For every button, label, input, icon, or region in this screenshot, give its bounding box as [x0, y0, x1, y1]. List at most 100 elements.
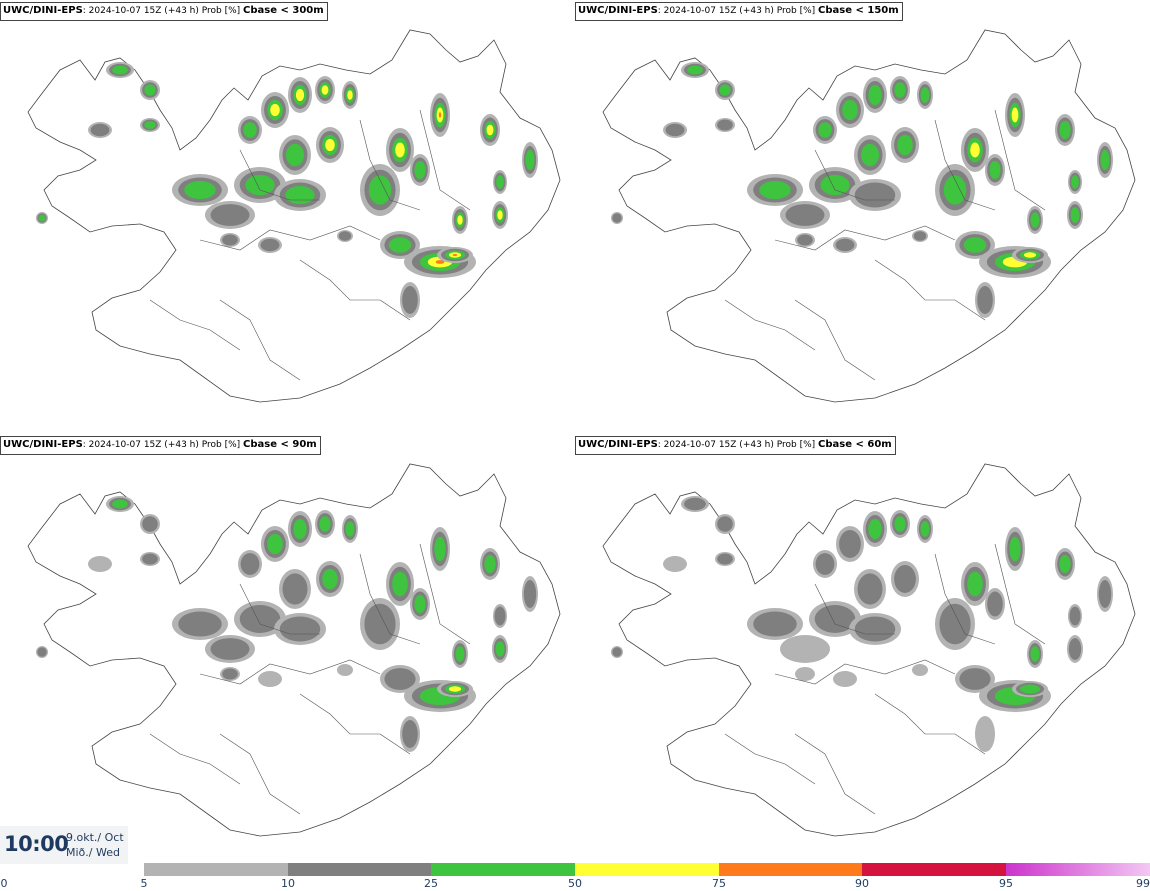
colorbar-tick-label: 90	[855, 877, 869, 890]
probability-contour	[438, 112, 442, 118]
probability-contour	[785, 204, 825, 226]
probability-contour	[1070, 207, 1080, 223]
colorbar-tick-label: 95	[999, 877, 1013, 890]
border-line	[724, 733, 816, 785]
probability-contour	[861, 143, 879, 167]
probability-contour	[258, 671, 282, 687]
border-line	[149, 299, 241, 351]
probability-contour	[484, 555, 496, 573]
probability-contour	[894, 82, 906, 98]
probability-contour	[384, 668, 416, 690]
probability-contour	[943, 175, 967, 205]
colorbar-segment	[575, 863, 719, 876]
probability-contour	[663, 556, 687, 572]
probability-contour	[435, 260, 445, 264]
coastline	[602, 463, 1136, 837]
panel-title: UWC/DINI-EPS: 2024-10-07 15Z (+43 h) Pro…	[0, 2, 328, 21]
probability-contour	[684, 497, 706, 511]
panel-title: UWC/DINI-EPS: 2024-10-07 15Z (+43 h) Pro…	[575, 436, 896, 455]
threshold-label: Cbase < 300m	[243, 5, 324, 16]
probability-contour	[457, 215, 463, 225]
panel-title: UWC/DINI-EPS: 2024-10-07 15Z (+43 h) Pro…	[575, 2, 903, 21]
probability-contour	[967, 571, 983, 597]
probability-contour	[270, 103, 280, 117]
probability-contour	[455, 646, 465, 662]
probability-contour	[347, 90, 353, 100]
probability-contour	[868, 84, 882, 106]
probability-contour	[90, 123, 110, 137]
model-name: UWC/DINI-EPS	[3, 5, 83, 16]
probability-contour	[612, 647, 622, 657]
probability-contour	[414, 161, 426, 179]
threshold-label: Cbase < 60m	[818, 439, 892, 450]
probability-contour	[977, 286, 993, 314]
map-panel-150m: UWC/DINI-EPS: 2024-10-07 15Z (+43 h) Pro…	[575, 0, 1150, 437]
probability-contour	[1059, 555, 1071, 573]
threshold-label: Cbase < 150m	[818, 5, 899, 16]
colorbar-segment	[144, 863, 288, 876]
probability-contour	[402, 720, 418, 748]
model-name: UWC/DINI-EPS	[578, 5, 658, 16]
valid-weekday: Mið./ Wed	[66, 846, 120, 859]
probability-contour	[818, 122, 832, 138]
probability-contour	[1100, 149, 1110, 171]
probability-contour	[497, 210, 503, 220]
probability-contour	[279, 616, 321, 642]
probability-contour	[1019, 684, 1041, 694]
probability-contour	[142, 516, 158, 532]
probability-contour	[368, 175, 392, 205]
valid-time-box: 10:00 9.okt./ Oct Mið./ Wed	[0, 826, 128, 864]
colorbar-tick-label: 50	[568, 877, 582, 890]
probability-contour	[814, 605, 856, 633]
map-panel-90m: UWC/DINI-EPS: 2024-10-07 15Z (+43 h) Pro…	[0, 434, 575, 871]
probability-contour	[321, 85, 329, 95]
probability-contour	[854, 182, 896, 208]
colorbar-tick-label: 0	[0, 877, 8, 890]
border-line	[934, 119, 996, 211]
border-line	[794, 733, 876, 815]
probability-contour	[1098, 580, 1112, 608]
border-line	[359, 119, 421, 211]
probability-contour	[240, 553, 260, 575]
probability-contour	[37, 647, 47, 657]
probability-contour	[434, 536, 446, 562]
probability-contour	[1059, 121, 1071, 139]
coastline	[602, 29, 1136, 403]
probability-contour	[38, 214, 46, 222]
probability-contour	[267, 533, 283, 555]
probability-contour	[717, 516, 733, 532]
border-line	[239, 583, 320, 635]
probability-contour	[243, 122, 257, 138]
probability-contour	[523, 580, 537, 608]
border-line	[814, 583, 895, 635]
probability-contour	[897, 134, 913, 156]
probability-contour	[780, 635, 830, 663]
threshold-label: Cbase < 90m	[243, 439, 317, 450]
colorbar-tick-label: 5	[140, 877, 148, 890]
probability-contour	[894, 565, 916, 593]
probability-contour	[260, 238, 280, 252]
probability-contour	[222, 668, 238, 680]
colorbar-ticks: 0 5 10 25 50 75 90 95 99	[0, 877, 1150, 891]
valid-date: 9.okt./ Oct	[66, 831, 124, 844]
border-line	[219, 733, 301, 815]
iceland-map	[27, 463, 561, 837]
probability-contour	[687, 65, 703, 75]
colorbar-segment	[431, 863, 575, 876]
colorbar-tick-label: 75	[712, 877, 726, 890]
probability-contour	[495, 641, 505, 657]
probability-contour	[112, 499, 128, 509]
border-line	[814, 149, 895, 201]
probability-contour	[525, 149, 535, 171]
probability-contour	[987, 591, 1003, 617]
probability-contour	[414, 595, 426, 613]
probability-contour	[959, 668, 991, 690]
probability-contour	[815, 553, 835, 575]
colorbar-tick-label: 10	[281, 877, 295, 890]
probability-contour	[239, 605, 281, 633]
probability-contour	[496, 175, 504, 189]
probability-contour	[210, 638, 250, 660]
model-name: UWC/DINI-EPS	[3, 439, 83, 450]
probability-contour	[144, 84, 156, 96]
probability-contour	[1023, 252, 1037, 258]
